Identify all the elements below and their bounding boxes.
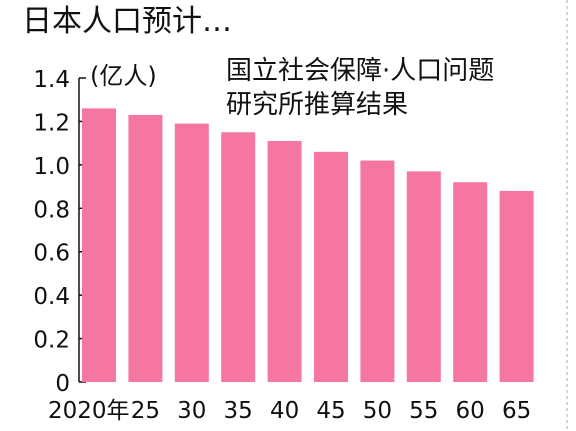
- source-line-2: 研究所推算结果: [226, 90, 409, 120]
- x-tick-label: 35: [224, 398, 253, 424]
- y-tick-label: 0.6: [33, 241, 70, 267]
- page-edge-dotted-line: [566, 0, 568, 431]
- source-annotation: 国立社会保障·人口问题 研究所推算结果: [226, 54, 556, 122]
- bar-25: [128, 114, 163, 383]
- x-tick-label: 25: [131, 398, 160, 424]
- bar-30: [174, 123, 209, 382]
- y-tick-label: 0.2: [33, 328, 70, 354]
- bar-2020年: [82, 108, 116, 383]
- y-tick-label: 1.4: [33, 67, 70, 93]
- bar-60: [453, 182, 488, 382]
- y-tick-label: 0: [55, 371, 70, 397]
- y-tick-label: 1.2: [33, 110, 70, 136]
- y-axis-unit-label: (亿人): [90, 62, 157, 90]
- bar-50: [360, 160, 395, 382]
- bar-35: [221, 132, 256, 382]
- bar-55: [406, 171, 441, 382]
- y-tick-label: 0.8: [33, 197, 70, 223]
- x-tick-label: 40: [270, 398, 299, 424]
- x-tick-label: 2020年: [48, 398, 130, 424]
- bars: [82, 108, 534, 383]
- bar-45: [314, 151, 348, 382]
- y-tick-label: 0.4: [33, 284, 70, 310]
- x-tick-label: 45: [316, 398, 345, 424]
- bar-40: [267, 140, 302, 382]
- x-tick-label: 60: [456, 398, 485, 424]
- x-tick-label: 55: [409, 398, 438, 424]
- x-tick-label: 65: [502, 398, 531, 424]
- source-line-1: 国立社会保障·人口问题: [226, 56, 495, 86]
- bar-65: [499, 190, 534, 382]
- x-axis-labels: 2020年 25 30 35 40 45 50 55 60 65: [48, 398, 531, 424]
- chart-title: 日本人口预计…: [22, 4, 232, 39]
- y-tick-label: 1.0: [33, 154, 70, 180]
- x-tick-label: 50: [363, 398, 392, 424]
- y-axis: 0 0.2 0.4 0.6 0.8 1.0 1.2 1.4: [33, 67, 86, 397]
- x-tick-label: 30: [177, 398, 206, 424]
